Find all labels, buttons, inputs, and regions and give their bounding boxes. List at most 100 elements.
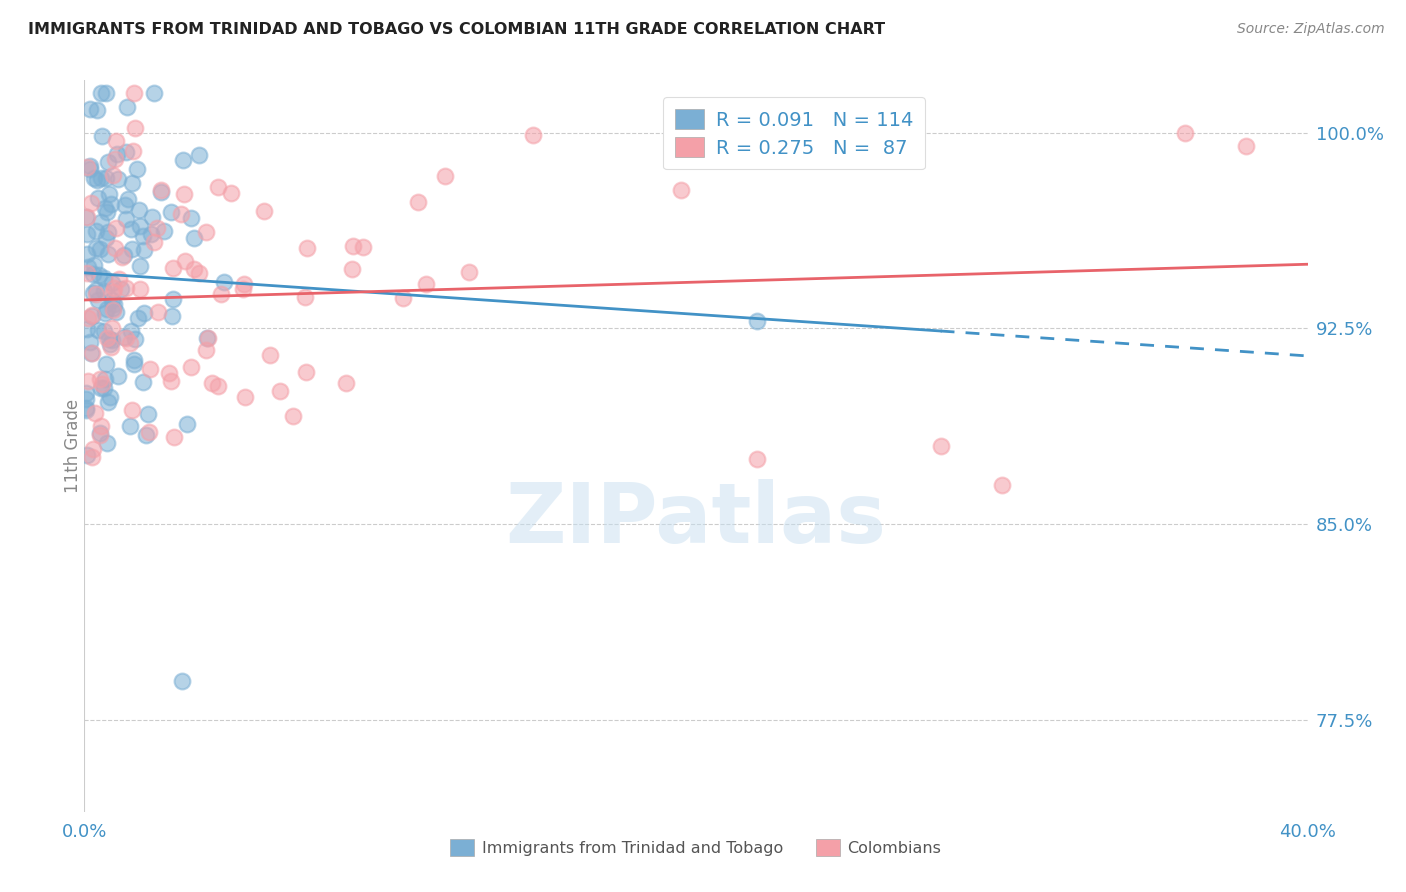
Point (207, 179, 229, 194)
Point (197, 331, 219, 345)
Point (127, 310, 149, 325)
Point (162, 260, 184, 275)
Point (406, 195, 429, 210)
Point (124, 120, 146, 135)
Point (101, 301, 124, 315)
Point (94, 87, 117, 101)
Point (259, 347, 281, 361)
Point (180, 360, 202, 375)
Point (149, 184, 172, 198)
Point (98, 187, 121, 202)
Point (132, 229, 155, 244)
Point (214, 275, 236, 289)
Point (90, 215, 112, 229)
Point (90, 381, 112, 395)
Point (170, 207, 193, 221)
Point (172, 153, 194, 167)
Point (90, 171, 112, 186)
Point (96, 171, 118, 186)
Point (87, 293, 110, 307)
Point (1236, 138, 1258, 153)
Point (94, 201, 117, 215)
Point (87, 323, 110, 337)
Point (747, 452, 769, 467)
Point (253, 204, 276, 219)
Point (434, 169, 457, 183)
Point (458, 265, 481, 279)
Point (82, 267, 104, 281)
Point (117, 193, 139, 207)
Point (84, 283, 107, 297)
Point (96, 246, 118, 260)
Point (340, 261, 363, 276)
Point (148, 305, 170, 319)
Point (96, 301, 118, 316)
Point (77, 375, 100, 389)
Point (187, 147, 209, 161)
Point (118, 419, 141, 434)
Point (104, 305, 127, 319)
Point (103, 297, 125, 311)
Point (79, 161, 101, 176)
Point (100, 197, 122, 211)
Point (153, 224, 176, 238)
Point (76, 311, 98, 326)
Point (163, 430, 186, 444)
Point (105, 147, 128, 161)
Text: ZIPatlas: ZIPatlas (506, 479, 886, 559)
Text: IMMIGRANTS FROM TRINIDAD AND TOBAGO VS COLOMBIAN 11TH GRADE CORRELATION CHART: IMMIGRANTS FROM TRINIDAD AND TOBAGO VS C… (28, 22, 886, 37)
Point (96, 436, 118, 450)
Point (162, 310, 184, 324)
Point (86, 173, 108, 187)
Point (94, 305, 117, 319)
Point (157, 366, 180, 380)
Point (75, 385, 97, 400)
Point (121, 242, 143, 256)
Point (96, 205, 118, 219)
Point (120, 336, 142, 351)
Point (392, 291, 415, 305)
Point (84, 224, 107, 238)
Point (233, 390, 256, 404)
Point (114, 145, 136, 160)
Y-axis label: 11th Grade: 11th Grade (65, 399, 82, 493)
Point (335, 376, 357, 390)
Point (172, 674, 194, 689)
Point (121, 403, 143, 417)
Point (219, 186, 242, 200)
Point (97, 332, 120, 346)
Point (141, 210, 163, 224)
Point (90, 87, 112, 101)
Point (79, 160, 101, 174)
Point (76, 448, 98, 462)
Point (124, 332, 146, 346)
Point (77, 260, 100, 274)
Point (82, 286, 104, 301)
Point (295, 241, 318, 255)
Point (201, 376, 224, 390)
Point (125, 162, 148, 177)
Point (142, 87, 165, 101)
Point (91, 129, 114, 144)
Point (100, 333, 122, 347)
Point (669, 183, 692, 197)
Point (110, 282, 132, 296)
Point (209, 286, 232, 301)
Point (80, 308, 103, 322)
Point (121, 176, 143, 190)
Point (89, 426, 111, 441)
Point (112, 248, 135, 262)
Point (1174, 126, 1197, 140)
Point (91, 376, 114, 391)
Point (269, 384, 291, 398)
Point (79, 102, 101, 116)
Point (105, 221, 128, 235)
Point (114, 281, 136, 295)
Point (129, 260, 152, 274)
Text: Source: ZipAtlas.com: Source: ZipAtlas.com (1237, 22, 1385, 37)
Point (96, 357, 118, 371)
Point (84, 241, 107, 255)
Point (352, 240, 374, 254)
Point (136, 407, 159, 421)
Point (112, 330, 135, 344)
